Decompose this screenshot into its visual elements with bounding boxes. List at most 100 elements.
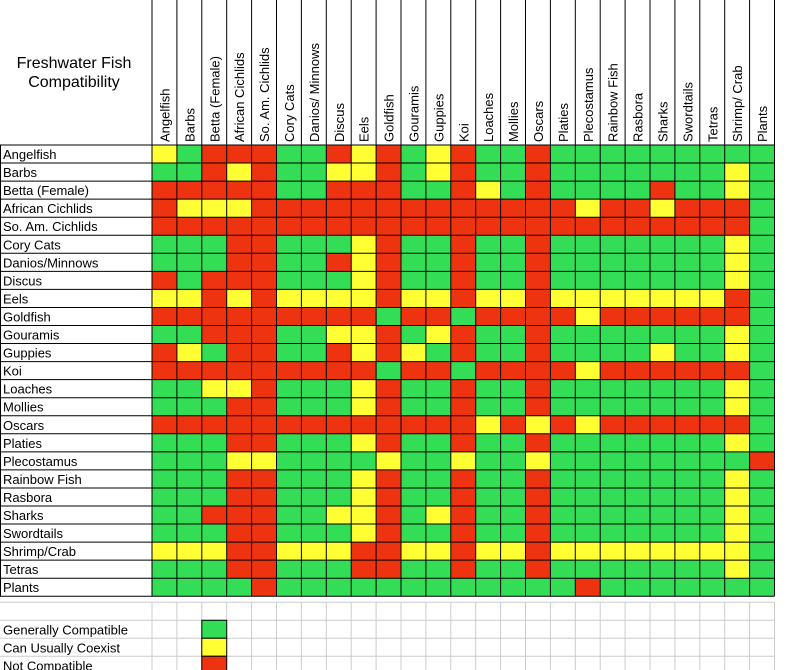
cell-9-14 bbox=[500, 307, 526, 326]
cell-21-17 bbox=[575, 524, 601, 543]
cell-22-23 bbox=[724, 542, 750, 561]
cell-24-22 bbox=[699, 578, 725, 597]
cell-3-8 bbox=[351, 199, 377, 218]
cell-15-9 bbox=[376, 415, 401, 434]
cell-9-1 bbox=[176, 307, 202, 326]
cell-2-10 bbox=[401, 181, 426, 200]
cell-0-9 bbox=[376, 145, 401, 164]
row-label: African Cichlids bbox=[3, 201, 93, 216]
cell-24-14 bbox=[500, 578, 526, 597]
cell-1-9 bbox=[376, 163, 401, 182]
cell-23-16 bbox=[550, 560, 576, 579]
cell-20-6 bbox=[301, 506, 327, 525]
cell-6-18 bbox=[600, 253, 626, 272]
cell-13-19 bbox=[625, 379, 650, 398]
cell-23-1 bbox=[176, 560, 202, 579]
cell-14-2 bbox=[201, 397, 227, 416]
cell-19-10 bbox=[401, 487, 426, 506]
cell-4-4 bbox=[251, 217, 277, 236]
cell-22-5 bbox=[276, 542, 302, 561]
cell-7-6 bbox=[301, 271, 327, 290]
cell-7-2 bbox=[201, 271, 227, 290]
cell-21-23 bbox=[724, 524, 750, 543]
cell-18-9 bbox=[376, 469, 401, 488]
cell-9-15 bbox=[525, 307, 551, 326]
cell-14-0 bbox=[152, 397, 177, 416]
cell-23-8 bbox=[351, 560, 377, 579]
cell-14-9 bbox=[376, 397, 401, 416]
cell-13-11 bbox=[425, 379, 451, 398]
cell-10-5 bbox=[276, 325, 302, 344]
chart-title: Freshwater Fish Compatibility bbox=[17, 55, 132, 91]
cell-20-1 bbox=[176, 506, 202, 525]
cell-0-2 bbox=[201, 145, 227, 164]
cell-16-1 bbox=[176, 433, 202, 452]
cell-21-14 bbox=[500, 524, 526, 543]
cell-7-8 bbox=[351, 271, 377, 290]
row-label: Guppies bbox=[3, 346, 52, 361]
cell-11-4 bbox=[251, 343, 277, 362]
cell-3-14 bbox=[500, 199, 526, 218]
column-label: Danios/ Minnows bbox=[307, 43, 322, 142]
cell-12-16 bbox=[550, 361, 576, 380]
cell-1-10 bbox=[401, 163, 426, 182]
cell-0-17 bbox=[575, 145, 601, 164]
cell-6-22 bbox=[699, 253, 725, 272]
cell-2-8 bbox=[351, 181, 377, 200]
cell-16-16 bbox=[550, 433, 576, 452]
cell-21-4 bbox=[251, 524, 277, 543]
cell-7-16 bbox=[550, 271, 576, 290]
cell-19-4 bbox=[251, 487, 277, 506]
cell-16-11 bbox=[425, 433, 451, 452]
cell-24-15 bbox=[525, 578, 551, 597]
cell-21-15 bbox=[525, 524, 551, 543]
cell-7-23 bbox=[724, 271, 750, 290]
column-label: African Cichlids bbox=[232, 52, 247, 142]
cell-3-6 bbox=[301, 199, 327, 218]
cell-7-1 bbox=[176, 271, 202, 290]
cell-17-4 bbox=[251, 451, 277, 470]
cell-18-16 bbox=[550, 469, 576, 488]
cell-12-21 bbox=[674, 361, 700, 380]
cell-22-7 bbox=[326, 542, 352, 561]
cell-15-10 bbox=[401, 415, 426, 434]
cell-1-0 bbox=[152, 163, 177, 182]
cell-17-6 bbox=[301, 451, 327, 470]
cell-10-2 bbox=[201, 325, 227, 344]
cell-4-22 bbox=[699, 217, 725, 236]
cell-19-8 bbox=[351, 487, 377, 506]
row-label: Swordtails bbox=[3, 526, 63, 541]
cell-2-20 bbox=[650, 181, 675, 200]
cell-10-9 bbox=[376, 325, 401, 344]
cell-24-4 bbox=[251, 578, 277, 597]
cell-1-17 bbox=[575, 163, 601, 182]
cell-9-7 bbox=[326, 307, 352, 326]
cell-2-6 bbox=[301, 181, 327, 200]
cell-0-1 bbox=[176, 145, 202, 164]
cell-9-11 bbox=[425, 307, 451, 326]
cell-0-10 bbox=[401, 145, 426, 164]
cell-18-5 bbox=[276, 469, 302, 488]
cell-22-18 bbox=[600, 542, 626, 561]
cell-10-1 bbox=[176, 325, 202, 344]
cell-11-14 bbox=[500, 343, 526, 362]
cell-11-23 bbox=[724, 343, 750, 362]
row-label: Koi bbox=[3, 364, 22, 379]
cell-23-20 bbox=[650, 560, 675, 579]
cell-20-18 bbox=[600, 506, 626, 525]
cell-7-0 bbox=[152, 271, 177, 290]
cell-4-20 bbox=[650, 217, 675, 236]
cell-22-3 bbox=[226, 542, 252, 561]
cell-11-8 bbox=[351, 343, 377, 362]
cell-22-24 bbox=[749, 542, 775, 561]
cell-14-19 bbox=[625, 397, 650, 416]
cell-22-19 bbox=[625, 542, 650, 561]
column-label: So. Am. Cichlids bbox=[257, 47, 272, 142]
cell-23-10 bbox=[401, 560, 426, 579]
column-label: Mollies bbox=[506, 101, 521, 142]
cell-11-22 bbox=[699, 343, 725, 362]
row-label: Gouramis bbox=[3, 328, 60, 343]
row-label: Goldfish bbox=[3, 309, 51, 324]
cell-17-17 bbox=[575, 451, 601, 470]
